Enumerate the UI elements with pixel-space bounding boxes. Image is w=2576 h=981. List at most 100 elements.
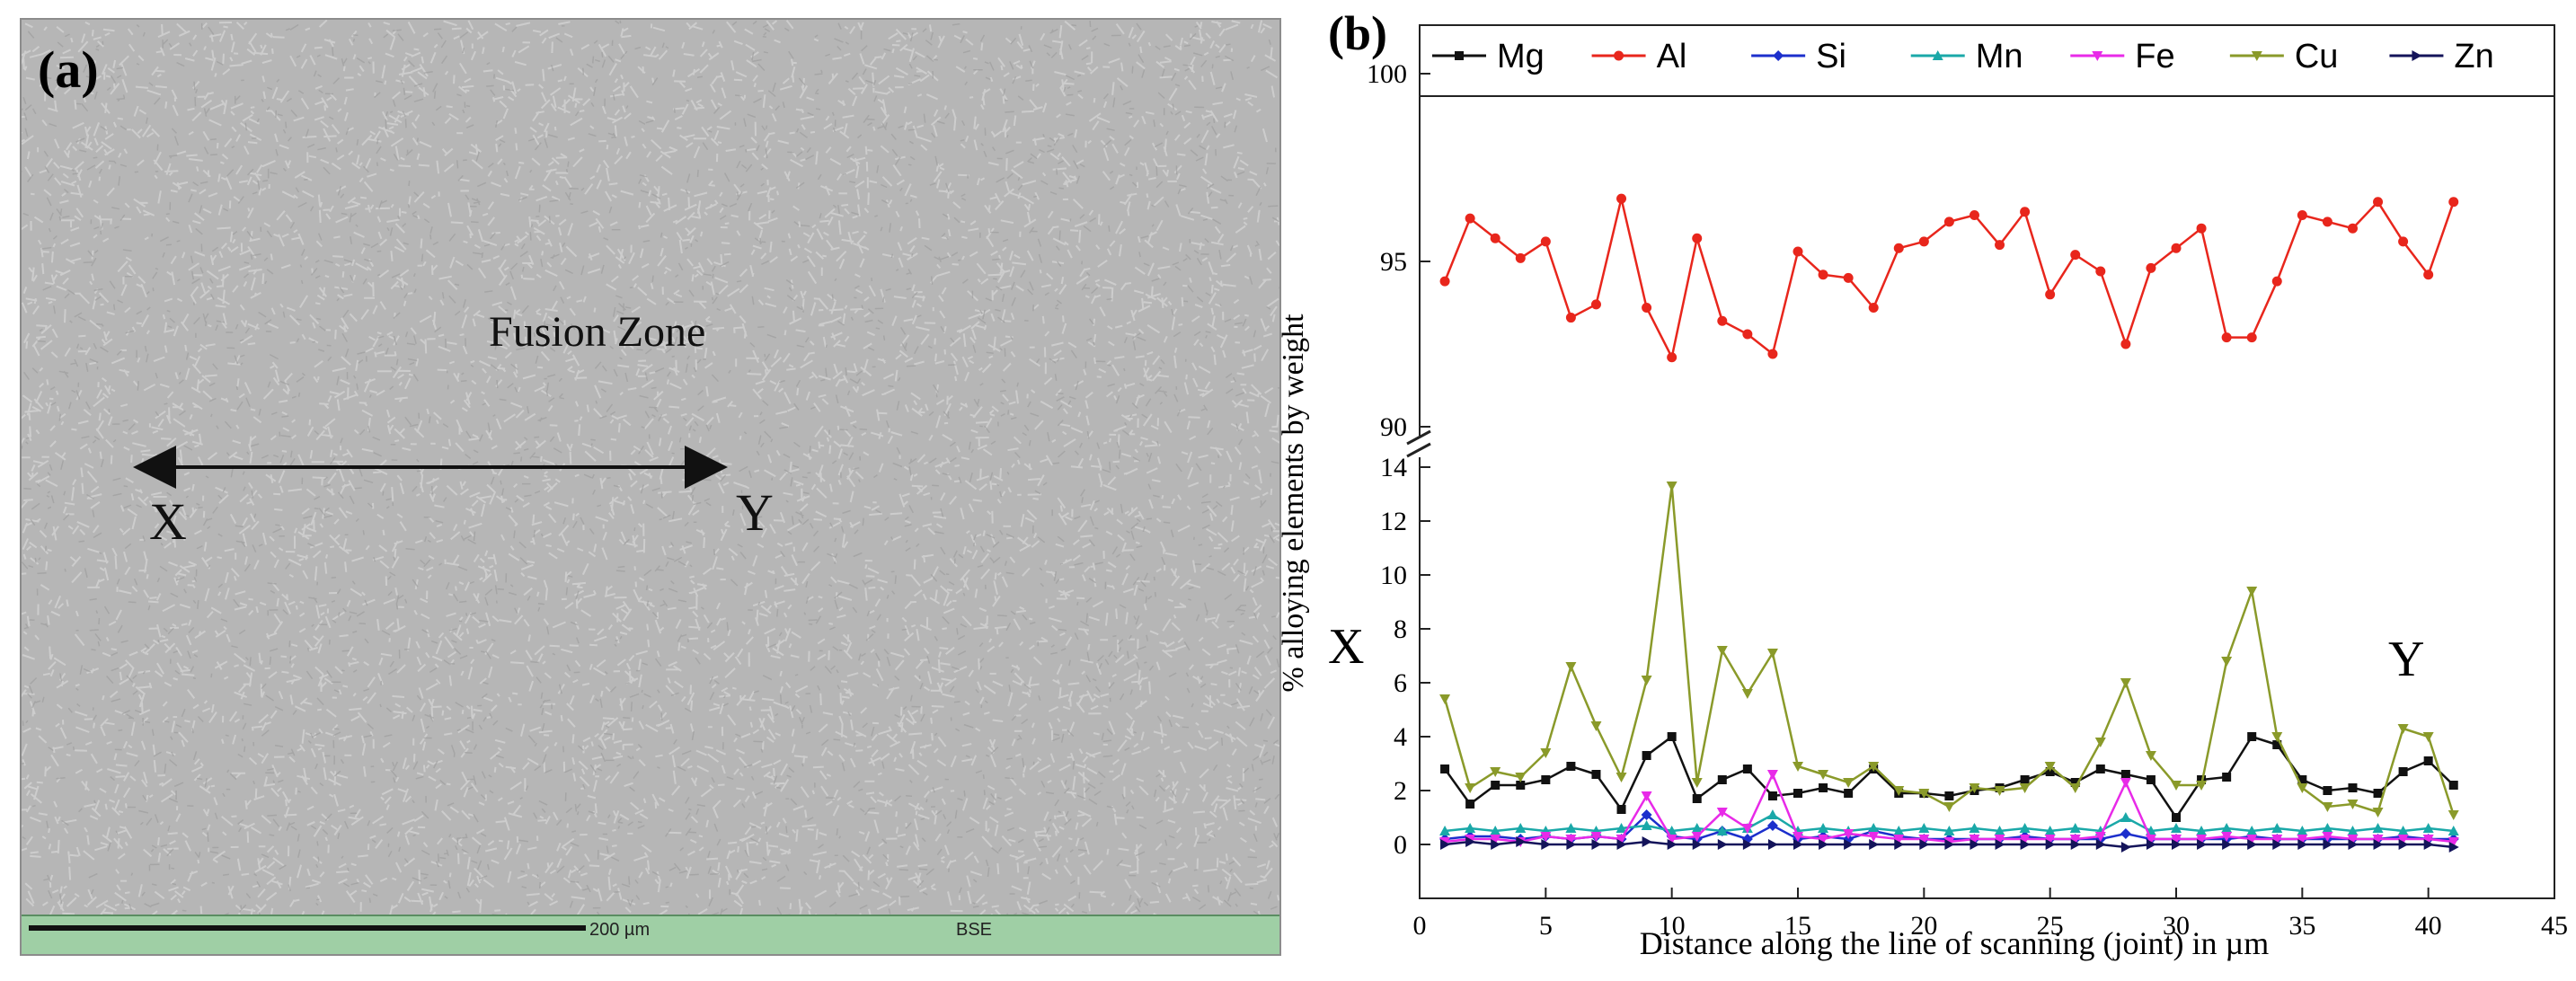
data-point-fe: [1540, 832, 1552, 842]
data-point-fe: [1868, 832, 1880, 842]
data-point-mn: [2397, 826, 2409, 835]
data-point-cu: [1666, 482, 1677, 491]
data-point-cu: [2372, 808, 2384, 818]
data-point-cu: [2246, 587, 2258, 597]
data-point-zn: [2070, 839, 2081, 850]
data-point-zn: [1742, 839, 1753, 850]
legend-label: Mn: [1976, 38, 2023, 75]
legend-label: Al: [1657, 38, 1687, 75]
y-tick-label: 0: [1394, 830, 1407, 860]
data-point-cu: [2271, 732, 2283, 742]
data-point-cu: [1641, 676, 1652, 685]
data-point-al: [2020, 207, 2031, 217]
scale-bar-label: 200 µm: [589, 920, 651, 940]
scan-line-arrow: [133, 446, 728, 489]
data-point-mg: [2070, 778, 2080, 787]
data-point-cu: [2422, 732, 2434, 742]
data-point-mg: [2172, 813, 2181, 822]
data-point-mg: [1844, 789, 1854, 798]
data-point-zn: [2120, 842, 2131, 853]
data-point-zn: [1516, 836, 1527, 847]
data-point-zn: [1944, 839, 1955, 850]
data-point-mn: [2347, 826, 2359, 835]
data-point-al: [1692, 233, 1703, 243]
data-point-mg: [1642, 751, 1651, 760]
data-point-cu: [2069, 783, 2081, 793]
data-point-si: [2120, 828, 2131, 839]
data-point-cu: [2094, 738, 2106, 747]
data-point-cu: [1590, 721, 1602, 731]
data-point-fe: [1969, 835, 1980, 844]
data-point-cu: [2019, 783, 2031, 793]
data-point-cu: [1716, 646, 1728, 656]
data-point-al: [2221, 332, 2232, 343]
data-point-mg: [1767, 791, 1777, 800]
data-point-cu: [2251, 51, 2262, 61]
legend: Mg Al Si Mn Fe Cu Zn: [1432, 38, 2494, 75]
data-point-mg: [1591, 770, 1601, 779]
data-point-zn: [1767, 839, 1778, 850]
data-point-cu: [1439, 694, 1451, 704]
data-point-al: [2246, 332, 2257, 343]
data-point-cu: [2297, 783, 2308, 793]
legend-item-fe: Fe: [2070, 38, 2175, 75]
data-point-zn: [2412, 50, 2422, 61]
data-point-zn: [2172, 839, 2182, 850]
legend-label: Cu: [2295, 38, 2339, 75]
data-point-al: [2095, 266, 2106, 277]
data-point-mn: [2171, 823, 2182, 833]
y-tick-label: 14: [1380, 453, 1407, 482]
data-point-mg: [1692, 794, 1702, 803]
data-point-cu: [2322, 802, 2333, 812]
x-tick-label: 25: [2037, 911, 2064, 941]
data-point-mg: [2020, 775, 2030, 784]
data-point-zn: [1995, 839, 2005, 850]
x-tick-label: 30: [2163, 911, 2190, 941]
data-point-cu: [1893, 786, 1905, 796]
data-point-fe: [1565, 835, 1577, 844]
data-point-fe: [2372, 835, 2384, 844]
panel-b-label: (b): [1328, 6, 1387, 60]
data-point-mn: [1515, 823, 1527, 833]
data-point-al: [1614, 50, 1624, 61]
data-point-mg: [2095, 764, 2105, 773]
data-point-zn: [1465, 836, 1476, 847]
legend-label: Zn: [2454, 38, 2493, 75]
data-point-zn: [1616, 839, 1627, 850]
data-point-mn: [1616, 823, 1627, 833]
data-point-fe: [2094, 832, 2106, 842]
data-point-cu: [1793, 762, 1803, 772]
data-point-mn: [1893, 826, 1905, 835]
data-point-cu: [2448, 810, 2459, 820]
data-point-al: [1590, 299, 1601, 310]
data-point-mg: [2146, 775, 2156, 784]
data-point-mn: [2372, 823, 2384, 833]
annotation-y: Y: [2388, 632, 2424, 687]
data-point-mg: [1717, 775, 1727, 784]
data-point-zn: [1642, 836, 1652, 847]
data-point-mn: [1994, 826, 2005, 835]
data-point-fe: [2347, 835, 2359, 844]
data-point-mg: [1440, 764, 1450, 773]
data-point-fe: [1893, 835, 1905, 844]
data-point-mg: [1793, 789, 1802, 798]
data-point-al: [2120, 339, 2131, 349]
legend-item-al: Al: [1591, 38, 1687, 75]
data-point-mg: [2398, 767, 2408, 776]
data-point-cu: [1465, 783, 1476, 793]
data-point-fe: [1616, 835, 1627, 844]
data-point-mg: [1455, 51, 1464, 60]
data-point-cu: [1818, 770, 1829, 780]
data-point-si: [1641, 809, 1652, 820]
data-point-mn: [1691, 823, 1703, 833]
data-point-mn: [2044, 826, 2056, 835]
data-point-al: [1893, 243, 1904, 253]
data-point-si: [1773, 50, 1784, 61]
scale-bar: [29, 925, 586, 931]
data-point-fe: [2145, 835, 2156, 844]
data-point-mn: [1969, 823, 1980, 833]
data-point-cu: [1943, 802, 1955, 812]
data-point-mg: [1516, 781, 1526, 790]
tick-labels: 0 5 10 15 20 25 30 35 40 45 0 2 4 6 8 10 12 14 90 95 100: [1367, 59, 2568, 941]
data-point-zn: [1667, 839, 1677, 850]
